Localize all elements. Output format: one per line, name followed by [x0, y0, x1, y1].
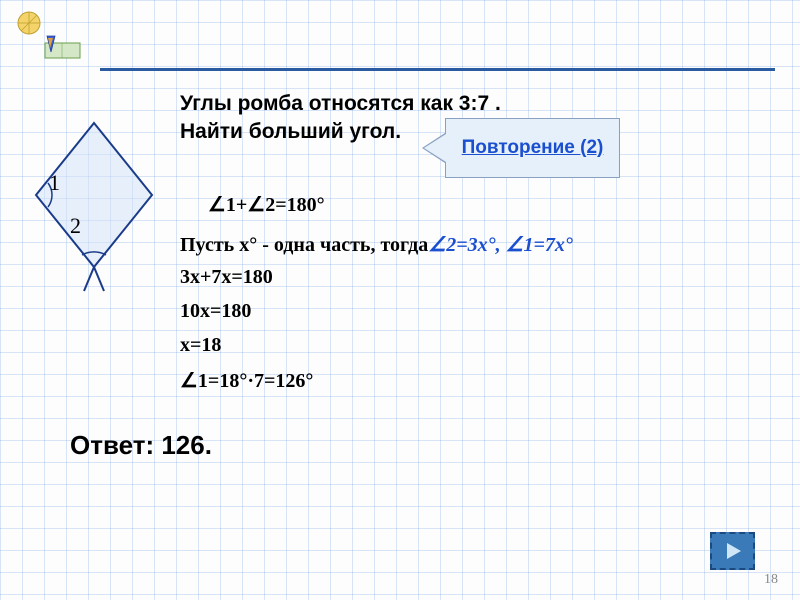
step-5: х=18	[180, 334, 221, 357]
repeat-link-box[interactable]: Повторение (2)	[445, 118, 620, 178]
answer-text: Ответ: 126.	[70, 430, 212, 461]
step-1: ∠1+∠2=180°	[208, 192, 325, 217]
play-icon	[721, 539, 745, 563]
header-divider	[100, 68, 775, 71]
angle-label-1: 1	[49, 170, 60, 196]
next-button[interactable]	[710, 532, 755, 570]
step-2: Пусть х° - одна часть, тогда∠2=3х°, ∠1=7…	[180, 232, 573, 257]
rhombus-figure: 1 2	[22, 115, 167, 295]
page-number: 18	[764, 572, 778, 588]
step-2-prefix: Пусть х° - одна часть, тогда	[180, 234, 428, 256]
angle-label-2: 2	[70, 213, 81, 239]
header-logo-icon	[15, 8, 85, 63]
repeat-label: Повторение (2)	[462, 137, 604, 160]
problem-line1: Углы ромба относятся как 3:7 .	[180, 92, 501, 115]
step-4: 10х=180	[180, 300, 251, 323]
step-3: 3х+7х=180	[180, 266, 273, 289]
step-2-blue: ∠2=3х°, ∠1=7х°	[428, 234, 573, 256]
step-6: ∠1=18°·7=126°	[180, 368, 313, 393]
problem-line2: Найти больший угол.	[180, 120, 401, 143]
